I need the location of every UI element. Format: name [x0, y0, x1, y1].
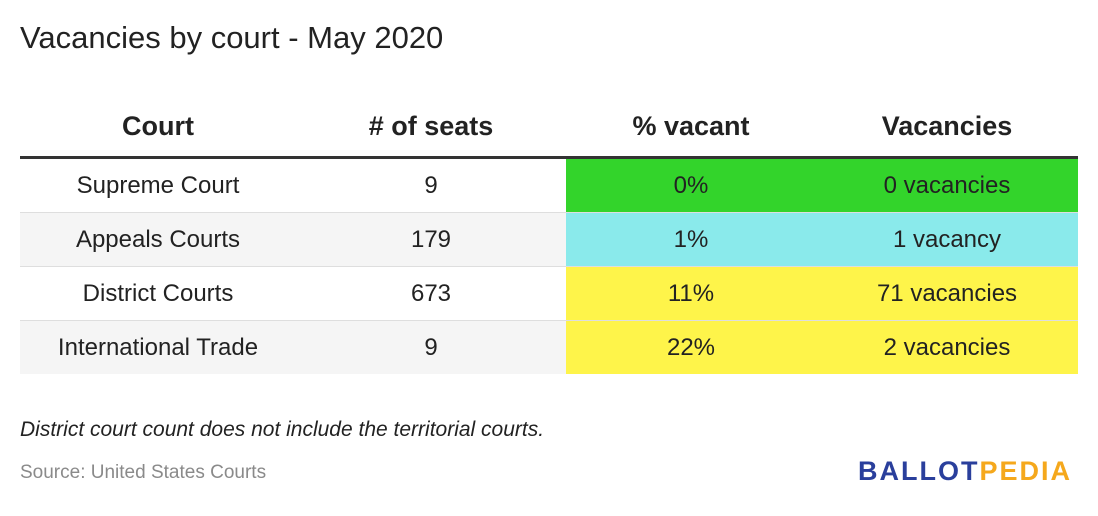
- cell-seats: 673: [296, 266, 566, 321]
- source-credit: Source: United States Courts: [20, 462, 267, 483]
- cell-vacancies: 71 vacancies: [816, 266, 1078, 321]
- column-header-seats: # of seats: [296, 96, 566, 159]
- cell-court: District Courts: [20, 266, 296, 321]
- cell-pct-vacant: 11%: [566, 266, 816, 321]
- column-header-pct-vacant: % vacant: [566, 96, 816, 159]
- cell-court: International Trade: [20, 320, 296, 374]
- chart-title: Vacancies by court - May 2020: [20, 20, 444, 55]
- header-row: Court # of seats % vacant Vacancies: [20, 96, 1078, 159]
- cell-pct-vacant: 1%: [566, 212, 816, 267]
- table-row: District Courts 673 11% 71 vacancies: [20, 266, 1078, 321]
- table-row: Supreme Court 9 0% 0 vacancies: [20, 157, 1078, 213]
- cell-vacancies: 2 vacancies: [816, 320, 1078, 374]
- cell-seats: 9: [296, 320, 566, 374]
- cell-vacancies: 0 vacancies: [816, 157, 1078, 213]
- table-row: International Trade 9 22% 2 vacancies: [20, 320, 1078, 374]
- column-header-court: Court: [20, 96, 296, 159]
- table-row: Appeals Courts 179 1% 1 vacancy: [20, 212, 1078, 267]
- cell-court: Appeals Courts: [20, 212, 296, 267]
- vacancies-table: Court # of seats % vacant Vacancies Supr…: [20, 96, 1078, 374]
- cell-pct-vacant: 0%: [566, 157, 816, 213]
- cell-seats: 9: [296, 157, 566, 213]
- column-header-vacancies: Vacancies: [816, 96, 1078, 159]
- cell-seats: 179: [296, 212, 566, 267]
- logo-part-ballot: BALLOT: [857, 456, 980, 486]
- logo-part-pedia: PEDIA: [979, 456, 1072, 486]
- cell-pct-vacant: 22%: [566, 320, 816, 374]
- cell-court: Supreme Court: [20, 157, 296, 213]
- cell-vacancies: 1 vacancy: [816, 212, 1078, 267]
- ballotpedia-logo[interactable]: BALLOTPEDIA: [858, 456, 1072, 487]
- footnote: District court count does not include th…: [20, 418, 545, 441]
